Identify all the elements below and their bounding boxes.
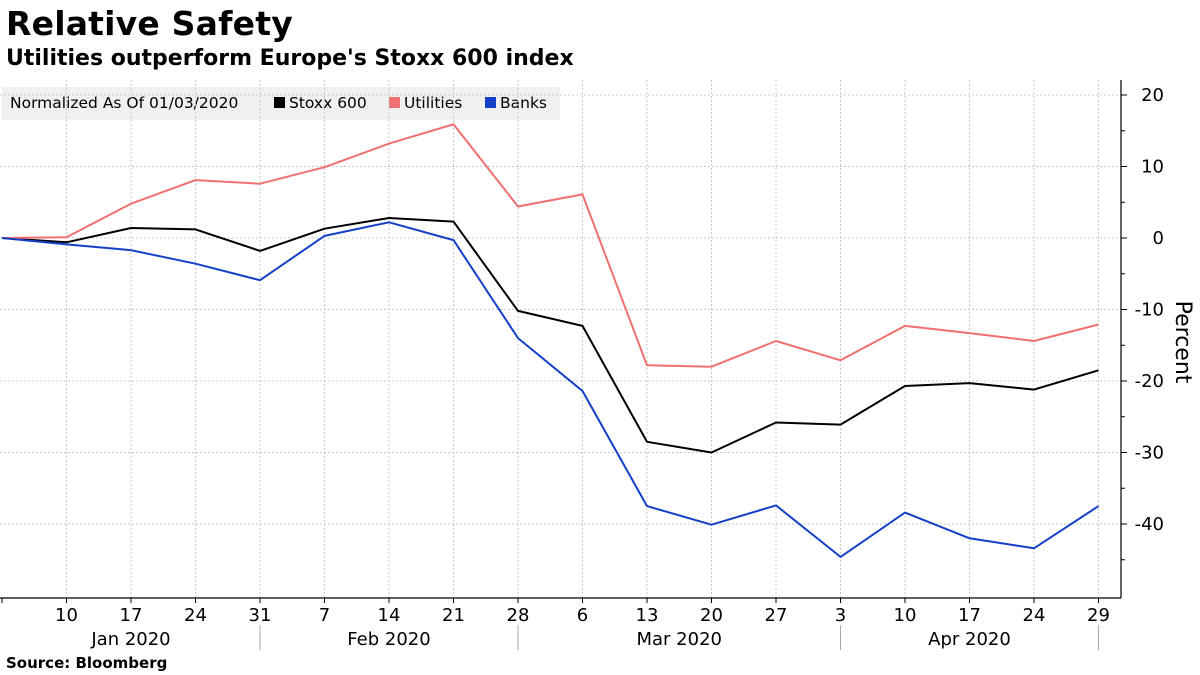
chart-subtitle: Utilities outperform Europe's Stoxx 600 … [6,46,574,71]
month-label: Mar 2020 [637,629,723,650]
y-tick-label: 20 [1141,85,1164,106]
x-tick-label: 17 [958,605,981,626]
x-tick-label: 7 [319,605,330,626]
y-tick-label: -40 [1135,514,1164,535]
series-line-banks [1,221,1100,558]
legend-label-utilities: Utilities [404,94,462,112]
chart-title: Relative Safety [6,4,293,43]
source-note: Source: Bloomberg [6,654,168,672]
legend-label-stoxx-600: Stoxx 600 [289,94,367,112]
month-label: Apr 2020 [928,629,1011,650]
month-label: Feb 2020 [347,629,430,650]
x-tick-label: 6 [577,605,588,626]
y-tick-label: -10 [1135,300,1164,321]
legend-heading: Normalized As Of 01/03/2020 [10,94,238,112]
y-tick-label: 10 [1141,157,1164,178]
legend-swatch-banks [485,97,496,108]
x-tick-label: 17 [120,605,143,626]
legend-swatch-utilities [389,97,400,108]
legend-label-banks: Banks [500,94,547,112]
x-tick-label: 24 [184,605,207,626]
x-tick-label: 13 [636,605,659,626]
x-tick-label: 20 [700,605,723,626]
month-label: Jan 2020 [90,629,170,650]
x-tick-label: 24 [1023,605,1046,626]
y-tick-label: -30 [1135,443,1164,464]
x-tick-label: 21 [442,605,465,626]
y-axis-label: Percent [1170,301,1195,384]
series-line-stoxx-600 [1,217,1099,454]
x-tick-label: 3 [835,605,846,626]
legend-swatch-stoxx-600 [274,97,285,108]
series-line-utilities [1,123,1099,368]
x-tick-label: 27 [765,605,788,626]
x-tick-label: 14 [378,605,401,626]
y-tick-label: -20 [1135,371,1164,392]
x-tick-label: 29 [1087,605,1110,626]
x-tick-label: 28 [507,605,530,626]
x-tick-label: 10 [55,605,78,626]
y-tick-label: 0 [1153,228,1164,249]
x-tick-label: 10 [894,605,917,626]
x-tick-label: 31 [249,605,272,626]
